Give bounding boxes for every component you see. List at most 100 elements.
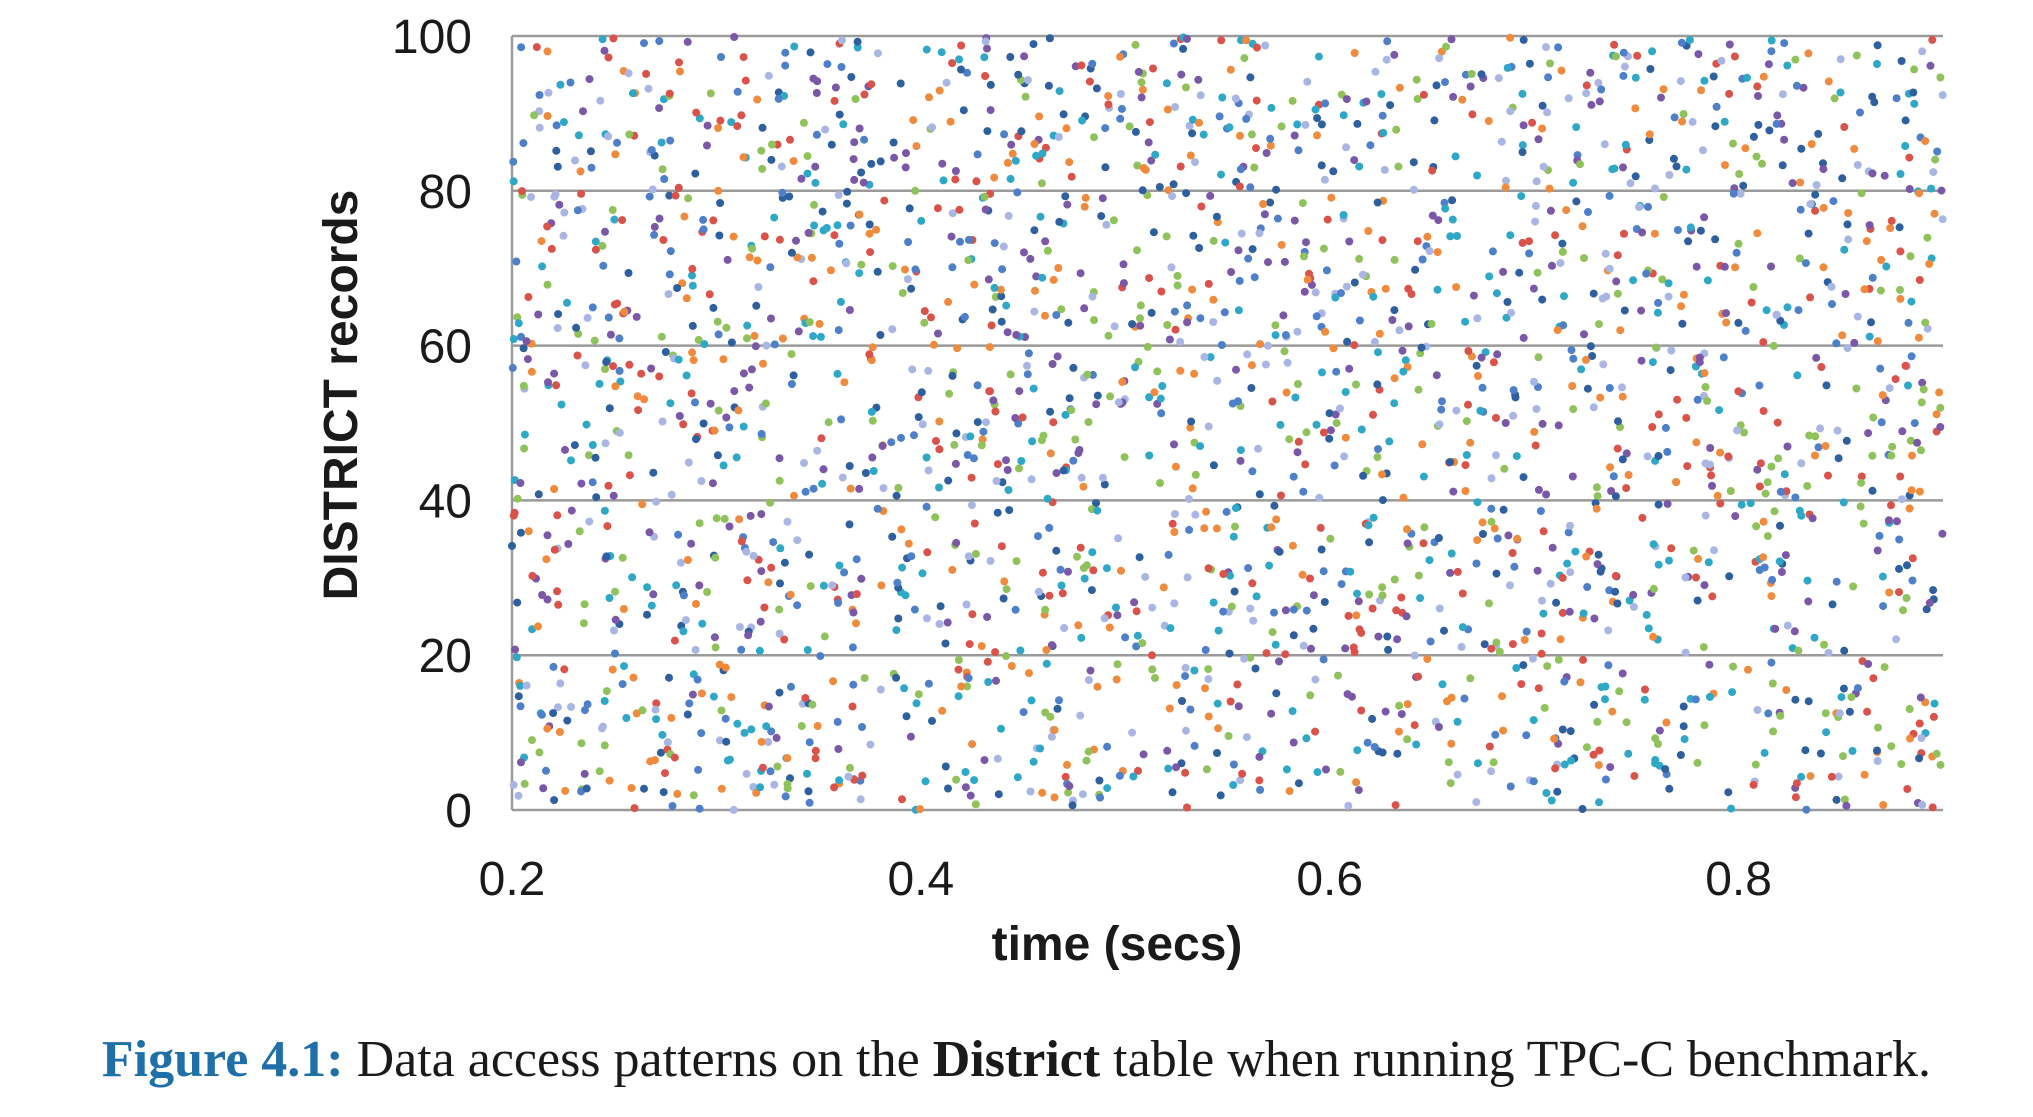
- data-point: [1929, 168, 1938, 177]
- data-point: [1652, 343, 1660, 352]
- data-point: [1867, 318, 1875, 327]
- data-point: [1322, 765, 1330, 774]
- data-point: [1149, 64, 1157, 73]
- data-point: [1006, 174, 1015, 183]
- data-point: [1015, 387, 1024, 396]
- data-point: [688, 281, 697, 290]
- data-point: [1727, 804, 1736, 813]
- data-point: [820, 632, 829, 641]
- data-point: [799, 118, 808, 127]
- data-point: [1907, 297, 1916, 306]
- data-point: [1271, 321, 1280, 330]
- data-point: [1548, 261, 1556, 270]
- data-point: [1519, 661, 1528, 670]
- data-point: [1792, 779, 1801, 788]
- data-point: [917, 388, 926, 397]
- data-point: [1558, 573, 1567, 582]
- data-point: [1079, 564, 1088, 572]
- data-point: [1404, 322, 1413, 331]
- data-point: [1301, 460, 1310, 469]
- data-point: [789, 157, 798, 165]
- data-point: [1325, 434, 1334, 443]
- data-point: [585, 75, 594, 84]
- data-point: [1654, 452, 1663, 460]
- data-point: [1083, 370, 1092, 379]
- data-point: [535, 748, 544, 757]
- data-point: [1637, 356, 1646, 365]
- y-tick-label: 40: [419, 475, 472, 528]
- data-point: [1545, 184, 1554, 193]
- data-point: [1065, 394, 1074, 403]
- data-point: [1355, 162, 1364, 171]
- data-point: [1378, 111, 1387, 120]
- data-point: [1790, 627, 1799, 636]
- data-point: [819, 581, 828, 590]
- data-point: [937, 48, 946, 57]
- data-point: [952, 429, 961, 438]
- data-point: [1538, 596, 1546, 605]
- data-point: [964, 674, 973, 683]
- data-point: [1028, 437, 1037, 446]
- data-point: [694, 765, 703, 774]
- data-point: [1806, 293, 1815, 302]
- data-point: [542, 555, 551, 564]
- data-point: [1827, 772, 1836, 781]
- data-point: [1031, 286, 1039, 295]
- data-point: [991, 648, 1000, 657]
- data-point: [1228, 399, 1237, 408]
- data-point: [869, 467, 878, 475]
- data-point: [1135, 553, 1144, 562]
- data-point: [667, 490, 676, 499]
- data-point: [1183, 318, 1192, 327]
- x-axis-title: time (secs): [992, 918, 1243, 971]
- data-point: [793, 536, 802, 545]
- data-point: [1164, 186, 1173, 195]
- data-point: [1339, 111, 1348, 120]
- data-point: [655, 104, 664, 113]
- data-point: [1531, 201, 1540, 210]
- data-point: [1537, 649, 1546, 658]
- data-point: [553, 511, 562, 520]
- data-point: [1414, 385, 1423, 394]
- data-point: [1432, 81, 1441, 90]
- data-point: [1938, 91, 1947, 100]
- data-point: [1808, 514, 1817, 523]
- data-point: [513, 598, 522, 607]
- data-point: [1246, 653, 1255, 662]
- data-point: [1501, 183, 1510, 192]
- data-point: [1791, 493, 1800, 502]
- data-point: [819, 226, 828, 235]
- data-point: [1403, 735, 1412, 744]
- data-point: [1663, 499, 1672, 508]
- data-point: [1046, 712, 1055, 721]
- data-point: [1145, 274, 1154, 283]
- data-point: [711, 553, 720, 562]
- data-point: [1604, 626, 1613, 635]
- data-point: [1266, 134, 1275, 143]
- data-point: [588, 303, 597, 312]
- data-point: [670, 753, 679, 762]
- data-point: [645, 528, 654, 537]
- data-point: [1477, 70, 1486, 79]
- data-point: [1887, 451, 1896, 460]
- data-point: [534, 310, 543, 319]
- data-point: [1148, 651, 1156, 660]
- data-point: [1814, 129, 1823, 138]
- data-point: [1795, 506, 1804, 515]
- data-point: [1053, 704, 1062, 713]
- data-point: [1773, 418, 1782, 427]
- data-point: [1231, 504, 1240, 513]
- data-point: [1551, 764, 1560, 773]
- data-point: [1578, 222, 1587, 231]
- data-point: [668, 802, 677, 810]
- data-point: [1433, 248, 1442, 257]
- data-point: [759, 359, 767, 368]
- data-point: [1302, 734, 1311, 743]
- data-point: [1604, 661, 1613, 670]
- data-point: [907, 284, 916, 293]
- data-point: [1369, 513, 1378, 522]
- data-point: [757, 510, 766, 519]
- data-point: [1713, 491, 1722, 500]
- data-point: [1172, 681, 1181, 690]
- data-point: [1776, 487, 1785, 496]
